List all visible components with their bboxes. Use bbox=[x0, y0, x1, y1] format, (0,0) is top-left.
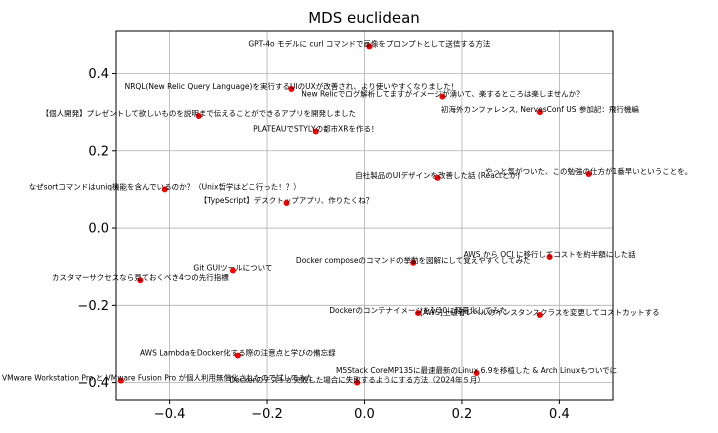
labels-layer: GPT-4o モデルに curl コマンドで画像をプロンプトとして送信する方法 N… bbox=[2, 38, 692, 384]
point-label: 【TypeScript】デスクトップアプリ、作りたくね？ bbox=[200, 195, 374, 205]
x-axis-ticks: −0.4 −0.2 0.0 0.2 0.4 bbox=[154, 400, 570, 422]
point-label: VMware Workstation Pro と VMware Fusion P… bbox=[2, 373, 313, 383]
data-point bbox=[137, 277, 144, 284]
point-label: Dockerのテストが失敗した場合に失敗するようにする方法（2024年５月） bbox=[229, 375, 484, 385]
point-label: PLATEAUでSTYLYの都市XRを作る！ bbox=[253, 123, 378, 133]
data-point bbox=[410, 259, 417, 266]
data-point bbox=[536, 311, 543, 318]
data-point bbox=[473, 369, 480, 376]
data-point bbox=[546, 254, 553, 261]
data-point bbox=[585, 170, 592, 177]
data-point bbox=[288, 85, 295, 92]
data-point bbox=[117, 377, 124, 384]
chart-title: MDS euclidean bbox=[308, 9, 420, 27]
point-label: 自社製品のUIデザインを改善した話 (Reactとか) bbox=[355, 170, 520, 180]
point-label: GPT-4o モデルに curl コマンドで画像をプロンプトとして送信する方法 bbox=[248, 38, 491, 48]
point-label: Dockerのコンテナイメージを1/10に軽量化してみた bbox=[329, 305, 507, 315]
data-point bbox=[415, 310, 422, 317]
data-point bbox=[312, 128, 319, 135]
y-tick-label: −0.2 bbox=[77, 299, 109, 314]
x-tick-label: 0.4 bbox=[549, 407, 570, 422]
y-axis-ticks: −0.4 −0.2 0.0 0.2 0.4 bbox=[77, 67, 116, 391]
point-label: AWS LambdaをDocker化する際の注意点と学びの備忘録 bbox=[140, 348, 336, 358]
x-tick-label: 0.2 bbox=[452, 407, 473, 422]
point-label: AWS から OCI に移行してコストを約半額にした話 bbox=[464, 249, 637, 259]
data-point bbox=[366, 43, 373, 50]
y-tick-label: 0.4 bbox=[88, 67, 109, 82]
point-label: NRQL(New Relic Query Language)を実行するUIのUX… bbox=[125, 81, 459, 91]
x-tick-label: −0.2 bbox=[251, 407, 283, 422]
point-label: やっと気がついた、この勉強の仕方が1番早いということを。 bbox=[485, 166, 692, 176]
data-point bbox=[234, 352, 241, 359]
y-tick-label: 0.2 bbox=[88, 144, 109, 159]
point-label: [AWS]上級者レベルのインスタンスクラスを変更してコストカットする bbox=[420, 307, 660, 317]
point-label: カスタマーサクセスなら見ておくべき4つの先行指標 bbox=[52, 272, 229, 282]
data-point bbox=[434, 174, 441, 181]
point-label: 【個人開発】プレゼントして欲しいものを説明まで伝えることができるアプリを開発しま… bbox=[42, 108, 356, 118]
data-point bbox=[229, 267, 236, 274]
y-tick-label: 0.0 bbox=[88, 222, 109, 237]
x-tick-label: −0.4 bbox=[154, 407, 186, 422]
data-point bbox=[354, 379, 361, 386]
point-label: 初海外カンファレンス, NervesConf US 参加記：飛行機編 bbox=[441, 104, 639, 114]
grid-layer bbox=[116, 31, 613, 400]
data-point bbox=[439, 93, 446, 100]
point-label: Docker composeのコマンドの挙動を図解にして覚えやすくしてみた bbox=[296, 255, 531, 265]
point-label: なぜsortコマンドはuniq機能を含んでいるのか？（Unix哲学はどこ行った！… bbox=[29, 181, 301, 191]
data-point bbox=[195, 113, 202, 120]
point-label: M5Stack CoreMP135に最速最新のLinux 6.9を移植した & … bbox=[336, 365, 617, 375]
y-tick-label: −0.4 bbox=[77, 376, 109, 391]
data-point bbox=[536, 109, 543, 116]
data-point bbox=[161, 186, 168, 193]
x-tick-label: 0.0 bbox=[354, 407, 375, 422]
point-label: New Relicでログ解析してますがイメージが湧いて、楽するところは楽しません… bbox=[301, 89, 583, 99]
points-layer bbox=[117, 43, 592, 386]
data-point bbox=[283, 199, 290, 206]
point-label: Git GUIツールについて bbox=[193, 264, 272, 273]
